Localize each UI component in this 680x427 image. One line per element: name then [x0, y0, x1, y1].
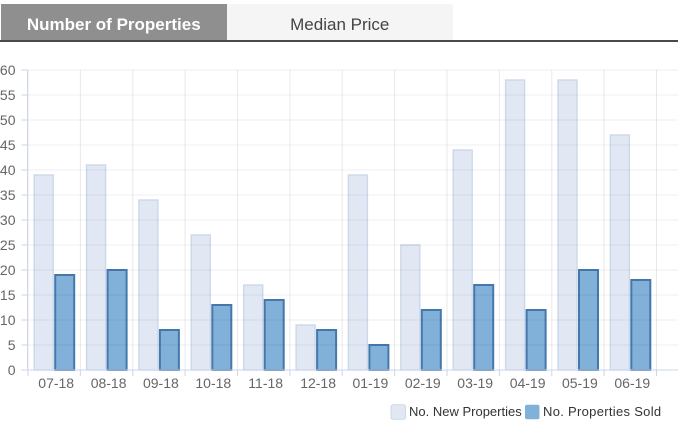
svg-text:05-19: 05-19 — [562, 375, 598, 391]
svg-text:03-19: 03-19 — [457, 375, 493, 391]
svg-text:5: 5 — [8, 337, 16, 353]
svg-text:04-19: 04-19 — [510, 375, 546, 391]
svg-text:06-19: 06-19 — [614, 375, 650, 391]
svg-text:No. Properties Sold: No. Properties Sold — [543, 404, 661, 419]
svg-text:11-18: 11-18 — [248, 375, 283, 391]
svg-text:45: 45 — [0, 137, 16, 153]
svg-text:35: 35 — [0, 187, 16, 203]
svg-text:02-19: 02-19 — [405, 375, 441, 391]
svg-text:10: 10 — [0, 312, 16, 328]
svg-text:30: 30 — [0, 212, 16, 228]
svg-text:01-19: 01-19 — [352, 375, 388, 391]
svg-text:40: 40 — [0, 162, 16, 178]
svg-text:09-18: 09-18 — [143, 375, 179, 391]
svg-text:12-18: 12-18 — [300, 375, 336, 391]
svg-text:10-18: 10-18 — [195, 375, 231, 391]
svg-text:07-18: 07-18 — [38, 375, 74, 391]
svg-text:20: 20 — [0, 262, 16, 278]
svg-text:0: 0 — [8, 362, 16, 378]
svg-text:55: 55 — [0, 87, 16, 103]
svg-text:25: 25 — [0, 237, 16, 253]
svg-text:08-18: 08-18 — [91, 375, 127, 391]
svg-text:15: 15 — [0, 287, 16, 303]
svg-text:50: 50 — [0, 112, 16, 128]
svg-text:No. New Properties: No. New Properties — [409, 404, 522, 419]
svg-text:60: 60 — [0, 62, 16, 78]
